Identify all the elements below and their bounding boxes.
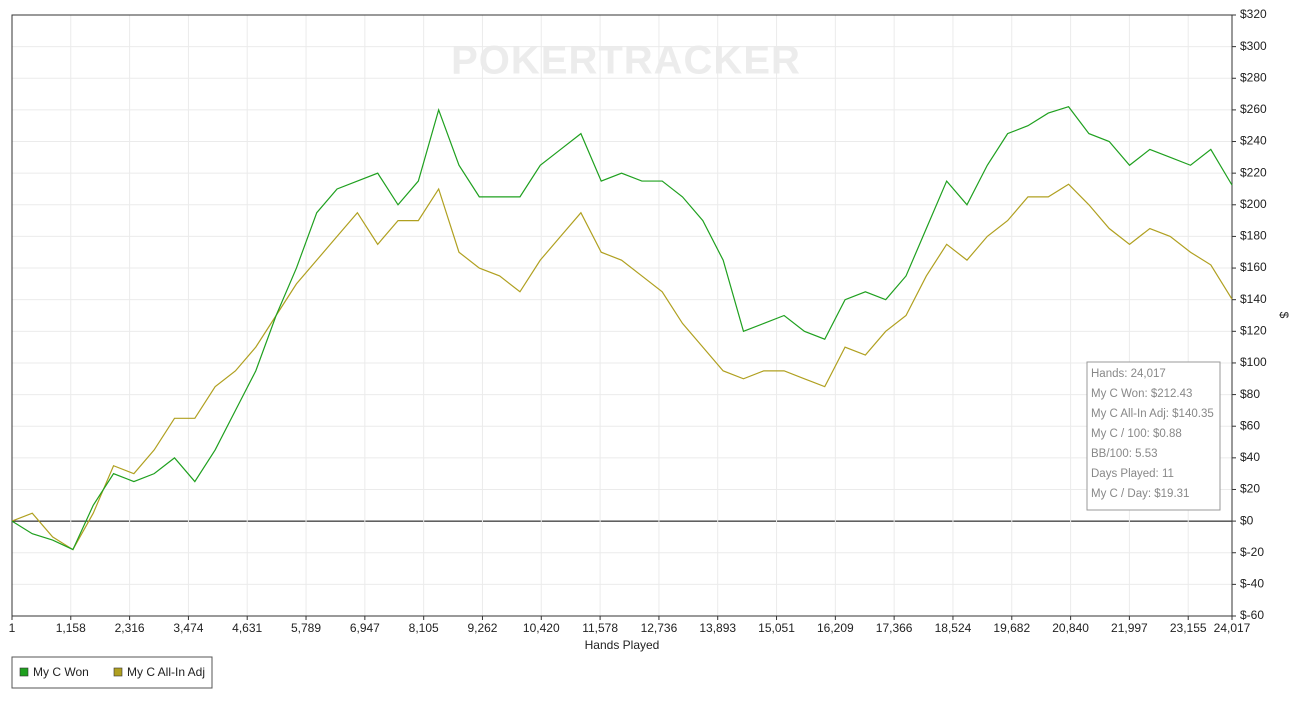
x-tick-label: 20,840 [1052,621,1089,635]
legend-box [11,656,213,689]
stats-line: My C Won: $212.43 [1091,388,1192,400]
y-tick-label: $-40 [1240,577,1264,591]
x-tick-label: 18,524 [935,621,972,635]
watermark: POKERTRACKER [451,39,801,83]
series-line [11,106,1233,551]
stats-box [1086,361,1221,511]
legend-label: My C All-In Adj [127,665,205,679]
y-tick-label: $0 [1240,513,1254,527]
x-tick-label: 3,474 [173,621,203,635]
y-tick-label: $220 [1240,165,1267,179]
legend-label: My C Won [33,665,89,679]
x-tick-label: 5,789 [291,621,321,635]
x-tick-label: 17,366 [876,621,913,635]
y-tick-label: $280 [1240,70,1267,84]
y-tick-label: $120 [1240,323,1267,337]
y-tick-label: $260 [1240,102,1267,116]
y-tick-label: $300 [1240,39,1267,53]
x-tick-label: 19,682 [993,621,1030,635]
x-tick-label: 10,420 [523,621,560,635]
x-tick-label: 2,316 [115,621,145,635]
y-tick-label: $240 [1240,134,1267,148]
x-tick-label: 16,209 [817,621,854,635]
x-tick-label: 1 [9,621,16,635]
x-tick-label: 15,051 [758,621,795,635]
legend-swatch [113,667,123,677]
x-tick-label: 24,017 [1214,621,1251,635]
stats-line: Days Played: 11 [1091,468,1174,480]
x-tick-label: 1,158 [56,621,86,635]
y-tick-label: $140 [1240,292,1267,306]
x-tick-label: 11,578 [582,621,618,635]
y-tick-label: $200 [1240,197,1267,211]
y-axis-label: $ [1277,312,1289,319]
x-axis-label: Hands Played [585,638,660,652]
series-line [11,183,1233,551]
x-tick-label: 23,155 [1170,621,1207,635]
legend-swatch [19,667,29,677]
y-tick-label: $20 [1240,482,1260,496]
x-tick-label: 13,893 [699,621,736,635]
x-tick-label: 4,631 [232,621,262,635]
x-tick-label: 6,947 [350,621,380,635]
x-tick-label: 9,262 [467,621,497,635]
x-tick-label: 8,105 [409,621,439,635]
y-tick-label: $180 [1240,229,1267,243]
y-tick-label: $-60 [1240,608,1264,622]
y-tick-label: $-20 [1240,545,1264,559]
y-tick-label: $60 [1240,418,1260,432]
y-tick-label: $160 [1240,260,1267,274]
y-tick-label: $320 [1240,7,1267,21]
y-tick-label: $100 [1240,355,1267,369]
stats-line: My C / Day: $19.31 [1091,488,1189,500]
y-tick-label: $80 [1240,387,1260,401]
y-tick-label: $40 [1240,450,1260,464]
stats-line: BB/100: 5.53 [1091,448,1158,460]
stats-line: Hands: 24,017 [1091,368,1166,380]
x-tick-label: 21,997 [1111,621,1148,635]
plot-frame [11,14,1233,617]
stats-line: My C All-In Adj: $140.35 [1091,408,1214,420]
x-tick-label: 12,736 [641,621,678,635]
stats-line: My C / 100: $0.88 [1091,428,1182,440]
